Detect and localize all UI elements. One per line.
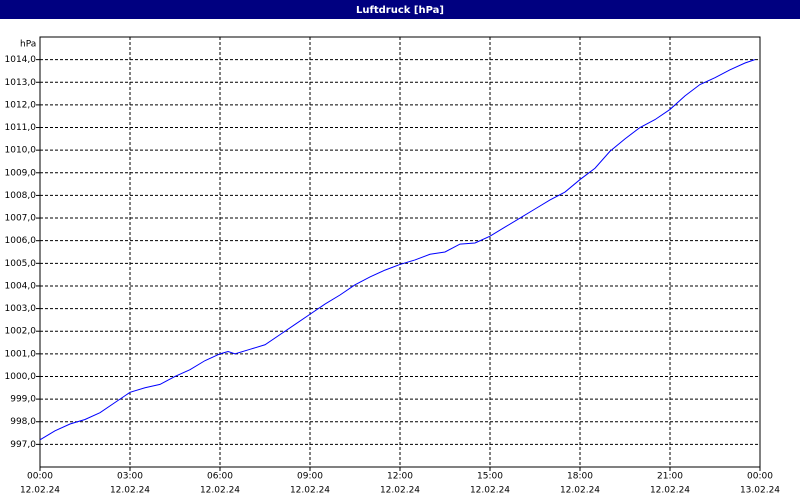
x-tick-date: 12.02.24 <box>200 486 240 496</box>
y-tick-label: 1006,0 <box>5 236 37 246</box>
x-tick-date: 12.02.24 <box>650 486 690 496</box>
data-line <box>39 59 756 441</box>
x-tick-label: 03:00 <box>117 472 143 482</box>
x-tick-label: 12:00 <box>387 472 413 482</box>
chart-title: Luftdruck [hPa] <box>356 5 444 16</box>
x-tick-label: 21:00 <box>657 472 683 482</box>
x-tick-label: 09:00 <box>297 472 323 482</box>
y-tick-label: 999,0 <box>10 395 36 405</box>
y-tick-label: 1014,0 <box>5 55 37 65</box>
y-tick-label: 997,0 <box>10 440 36 450</box>
y-tick-label: 1010,0 <box>5 146 37 156</box>
y-tick-label: 1001,0 <box>5 349 37 359</box>
y-tick-label: 1007,0 <box>5 214 37 224</box>
x-tick-label: 00:00 <box>747 472 773 482</box>
y-tick-label: 1005,0 <box>5 259 37 269</box>
x-tick-date: 12.02.24 <box>470 486 510 496</box>
y-tick-label: 1004,0 <box>5 281 37 291</box>
y-tick-label: 1013,0 <box>5 78 37 88</box>
y-tick-label: 1003,0 <box>5 304 37 314</box>
y-tick-label: 1002,0 <box>5 327 37 337</box>
x-tick-date: 12.02.24 <box>380 486 420 496</box>
y-tick-label: 998,0 <box>10 417 36 427</box>
x-tick-label: 00:00 <box>27 472 53 482</box>
x-tick-date: 12.02.24 <box>560 486 600 496</box>
y-axis-label: hPa <box>20 40 36 50</box>
title-bar <box>0 0 800 19</box>
y-tick-label: 1000,0 <box>5 372 37 382</box>
x-tick-label: 18:00 <box>567 472 593 482</box>
y-tick-label: 1012,0 <box>5 100 37 110</box>
x-tick-date: 13.02.24 <box>740 486 780 496</box>
y-tick-label: 1009,0 <box>5 168 37 178</box>
x-tick-label: 06:00 <box>207 472 233 482</box>
y-tick-label: 1011,0 <box>5 123 37 133</box>
x-tick-date: 12.02.24 <box>20 486 60 496</box>
x-tick-label: 15:00 <box>477 472 503 482</box>
x-tick-date: 12.02.24 <box>290 486 330 496</box>
y-tick-label: 1008,0 <box>5 191 37 201</box>
x-tick-date: 12.02.24 <box>110 486 150 496</box>
